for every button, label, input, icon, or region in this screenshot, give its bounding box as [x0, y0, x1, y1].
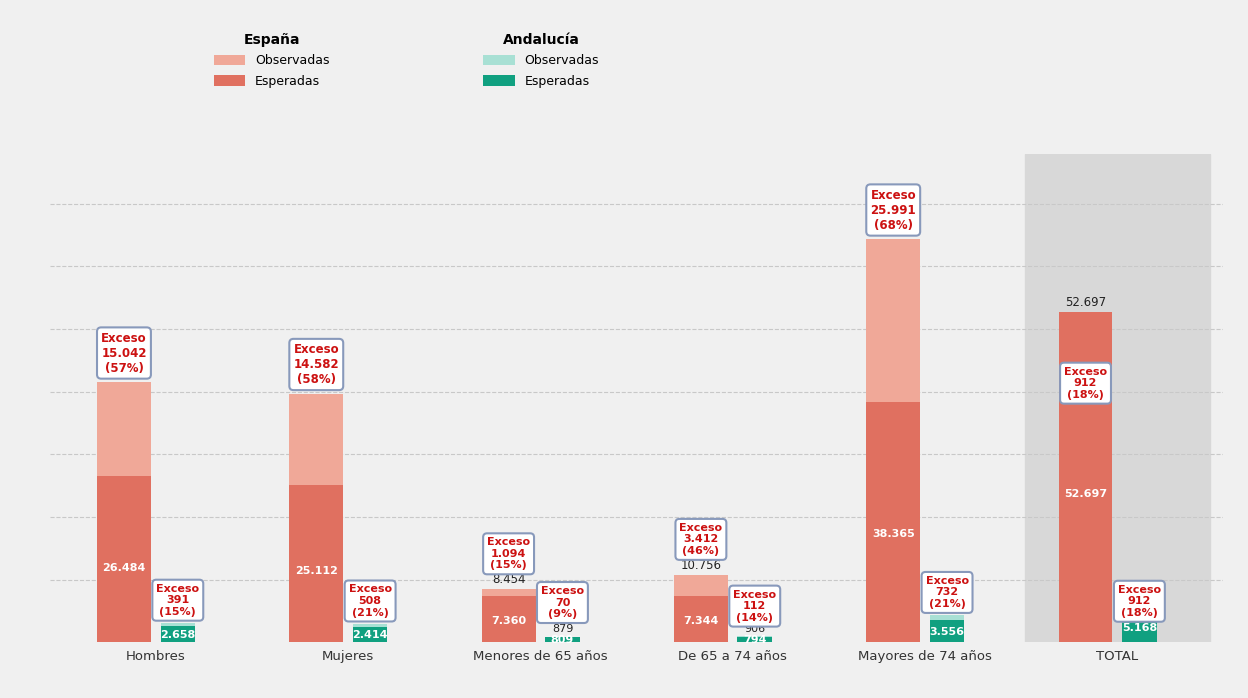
Bar [97, 476, 151, 642]
Text: 52.697: 52.697 [1065, 489, 1107, 498]
Bar [1122, 610, 1157, 642]
Bar [738, 637, 773, 642]
Bar [545, 637, 580, 642]
Text: 25.112: 25.112 [295, 566, 338, 577]
Bar [1058, 312, 1112, 642]
Text: 7.344: 7.344 [683, 616, 719, 627]
Text: 26.484: 26.484 [102, 563, 146, 572]
Bar [545, 637, 580, 642]
Text: 64.356: 64.356 [872, 223, 914, 236]
Bar [161, 623, 195, 642]
Legend: Observadas, Esperadas: Observadas, Esperadas [478, 28, 604, 93]
Text: 38.365: 38.365 [872, 529, 915, 539]
Text: 809: 809 [550, 635, 574, 645]
Bar [674, 596, 728, 642]
Bar [866, 239, 920, 642]
Text: Exceso
3.412
(46%): Exceso 3.412 (46%) [679, 523, 723, 556]
Text: Exceso
1.094
(15%): Exceso 1.094 (15%) [487, 537, 530, 570]
Text: Exceso
391
(15%): Exceso 391 (15%) [156, 584, 200, 617]
Text: Exceso
732
(21%): Exceso 732 (21%) [926, 576, 968, 609]
Bar [482, 596, 535, 642]
Bar [290, 485, 343, 642]
Text: Exceso
508
(21%): Exceso 508 (21%) [348, 584, 392, 618]
Text: 8.454: 8.454 [492, 573, 525, 586]
Text: 794: 794 [743, 635, 766, 645]
Bar [1025, 154, 1209, 642]
Text: 7.360: 7.360 [490, 616, 527, 626]
Text: 52.697: 52.697 [1065, 296, 1106, 309]
Text: 879: 879 [552, 625, 573, 634]
Text: 41.525: 41.525 [104, 366, 145, 379]
Text: Exceso
14.582
(58%): Exceso 14.582 (58%) [293, 343, 339, 386]
Text: 10.756: 10.756 [680, 558, 721, 572]
Text: Exceso
912
(18%): Exceso 912 (18%) [1118, 585, 1161, 618]
Text: 6.080: 6.080 [1123, 592, 1156, 602]
Bar [738, 637, 773, 642]
Text: 39.694: 39.694 [296, 378, 337, 390]
Bar [1122, 604, 1157, 642]
Text: 2.658: 2.658 [160, 630, 196, 639]
Bar [930, 616, 965, 642]
Text: 2.414: 2.414 [352, 630, 388, 640]
Bar [161, 625, 195, 642]
Text: 2.923: 2.923 [354, 611, 386, 622]
Text: 3.049: 3.049 [162, 611, 193, 621]
Text: 4.287: 4.287 [931, 603, 963, 613]
Text: Exceso
70
(9%): Exceso 70 (9%) [540, 586, 584, 619]
Text: Exceso
912
(18%): Exceso 912 (18%) [1065, 366, 1107, 400]
Bar [97, 382, 151, 642]
Text: 5.168: 5.168 [1122, 623, 1157, 632]
Bar [930, 620, 965, 642]
Bar [290, 394, 343, 642]
Bar [1058, 312, 1112, 642]
Text: 3.556: 3.556 [930, 627, 965, 637]
Bar [866, 402, 920, 642]
Bar [674, 574, 728, 642]
Text: Exceso
112
(14%): Exceso 112 (14%) [733, 590, 776, 623]
Text: Exceso
15.042
(57%): Exceso 15.042 (57%) [101, 332, 147, 375]
Text: 906: 906 [744, 624, 765, 634]
Bar [353, 627, 387, 642]
Bar [353, 624, 387, 642]
Bar [482, 589, 535, 642]
Text: Exceso
25.991
(68%): Exceso 25.991 (68%) [870, 188, 916, 232]
